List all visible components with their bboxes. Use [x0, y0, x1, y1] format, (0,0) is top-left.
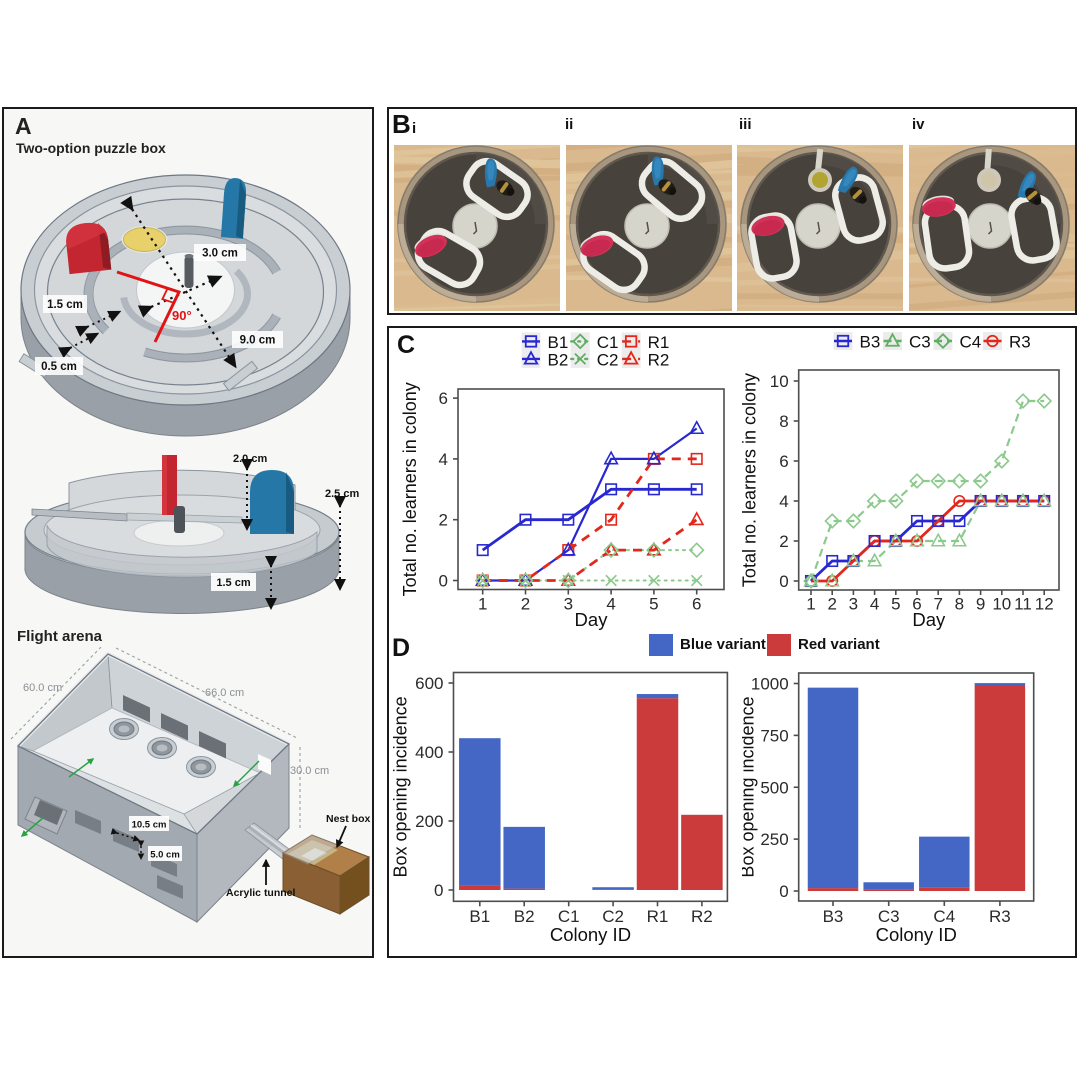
svg-text:Colony ID: Colony ID	[550, 924, 631, 945]
svg-text:Day: Day	[575, 609, 609, 630]
svg-text:4: 4	[439, 450, 448, 469]
svg-text:B1: B1	[548, 333, 569, 352]
svg-text:6: 6	[779, 452, 788, 471]
svg-text:B2: B2	[548, 350, 569, 369]
svg-text:R1: R1	[648, 333, 670, 352]
svg-text:500: 500	[760, 778, 788, 797]
svg-text:B2: B2	[514, 907, 535, 926]
svg-text:10: 10	[770, 372, 789, 391]
svg-text:2: 2	[439, 511, 448, 530]
svg-text:B1: B1	[469, 907, 490, 926]
svg-text:3: 3	[849, 595, 858, 614]
svg-text:90°: 90°	[172, 308, 192, 323]
svg-text:1: 1	[478, 595, 487, 614]
svg-text:5: 5	[649, 595, 658, 614]
svg-text:R3: R3	[1009, 333, 1031, 352]
svg-text:Acrylic tunnel: Acrylic tunnel	[226, 887, 296, 899]
svg-text:10: 10	[992, 595, 1011, 614]
svg-text:6: 6	[912, 595, 921, 614]
svg-text:7: 7	[933, 595, 942, 614]
svg-text:2: 2	[827, 595, 836, 614]
svg-text:5.0 cm: 5.0 cm	[150, 850, 180, 861]
svg-text:C4: C4	[960, 333, 982, 352]
svg-text:10.5 cm: 10.5 cm	[132, 820, 167, 831]
svg-text:C3: C3	[909, 333, 931, 352]
svg-text:B3: B3	[823, 907, 844, 926]
svg-text:C2: C2	[602, 907, 624, 926]
svg-text:Total no. learners in colony: Total no. learners in colony	[742, 373, 760, 587]
svg-text:250: 250	[760, 830, 788, 849]
svg-text:R2: R2	[691, 907, 713, 926]
svg-text:C2: C2	[597, 350, 619, 369]
svg-text:3: 3	[564, 595, 573, 614]
svg-text:2.5 cm: 2.5 cm	[325, 488, 359, 500]
svg-text:Colony ID: Colony ID	[876, 924, 957, 945]
svg-text:R3: R3	[989, 907, 1011, 926]
svg-text:C4: C4	[933, 907, 955, 926]
svg-text:Total no. learners in colony: Total no. learners in colony	[400, 382, 420, 596]
svg-text:0.5 cm: 0.5 cm	[41, 361, 77, 373]
svg-text:750: 750	[760, 726, 788, 745]
svg-text:8: 8	[955, 595, 964, 614]
svg-text:Box opening incidence: Box opening incidence	[742, 696, 758, 877]
svg-text:6: 6	[439, 389, 448, 408]
svg-text:B3: B3	[860, 333, 881, 352]
svg-text:0: 0	[439, 572, 448, 591]
svg-text:5: 5	[891, 595, 900, 614]
svg-text:C1: C1	[597, 333, 619, 352]
svg-text:11: 11	[1014, 595, 1032, 614]
svg-text:2.0 cm: 2.0 cm	[233, 453, 267, 465]
svg-text:400: 400	[415, 743, 443, 762]
svg-text:C3: C3	[878, 907, 900, 926]
svg-text:Day: Day	[912, 609, 946, 630]
svg-text:0: 0	[779, 882, 788, 901]
svg-text:4: 4	[870, 595, 879, 614]
svg-text:Nest box: Nest box	[326, 813, 371, 825]
svg-text:2: 2	[521, 595, 530, 614]
svg-text:66.0 cm: 66.0 cm	[205, 687, 244, 699]
svg-text:0: 0	[434, 881, 443, 900]
svg-text:0: 0	[779, 572, 788, 591]
svg-text:1.5 cm: 1.5 cm	[216, 577, 250, 589]
svg-text:60.0 cm: 60.0 cm	[23, 682, 62, 694]
svg-text:600: 600	[415, 674, 443, 693]
svg-text:R2: R2	[648, 350, 670, 369]
svg-text:1.5 cm: 1.5 cm	[47, 299, 83, 311]
svg-text:9.0 cm: 9.0 cm	[240, 335, 276, 347]
svg-text:1000: 1000	[751, 675, 789, 694]
svg-text:2: 2	[779, 532, 788, 551]
svg-text:8: 8	[779, 412, 788, 431]
svg-text:6: 6	[692, 595, 701, 614]
svg-text:9: 9	[976, 595, 985, 614]
svg-text:12: 12	[1035, 595, 1054, 614]
svg-text:3.0 cm: 3.0 cm	[202, 248, 238, 260]
svg-text:200: 200	[415, 812, 443, 831]
svg-text:30.0 cm: 30.0 cm	[290, 765, 329, 777]
svg-text:C1: C1	[558, 907, 580, 926]
svg-text:Box opening incidence: Box opening incidence	[392, 696, 411, 877]
svg-text:R1: R1	[647, 907, 669, 926]
svg-text:4: 4	[606, 595, 615, 614]
svg-text:1: 1	[806, 595, 815, 614]
svg-text:4: 4	[779, 492, 788, 511]
